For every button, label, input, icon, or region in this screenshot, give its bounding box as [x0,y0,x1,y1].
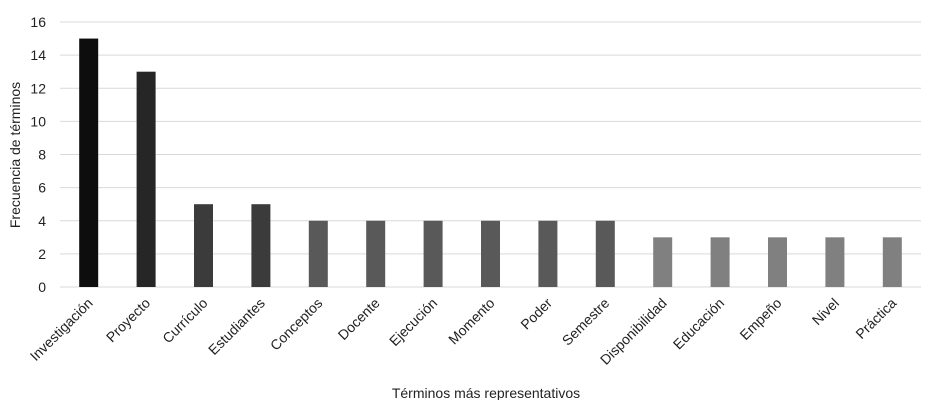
bar-4 [251,204,271,287]
x-tick-label: Conceptos [267,295,326,354]
x-tick-label: Empeño [736,295,784,343]
bar-14 [825,237,845,287]
bar-15 [882,237,902,287]
x-tick-label: Práctica [852,295,899,342]
x-tick-label: Momento [445,295,498,348]
x-tick-label: Proyecto [103,295,154,346]
x-tick-label: Poder [517,295,555,333]
y-tick-label: 8 [38,147,46,163]
x-axis-ticks: Investigación Proyecto CurrículoEstudiante… [27,295,900,368]
bar-8 [481,220,500,287]
y-tick-label: 14 [30,47,46,63]
y-axis-title: Frecuencia de términos [7,82,23,228]
bar-10 [595,220,615,287]
bar-9 [538,220,558,287]
bar-7 [423,220,443,287]
y-axis-ticks: 0 2 4 6 8 10 12 14 16 [30,14,46,295]
bar-5 [308,220,328,287]
x-tick-label: Nivel [809,295,842,328]
y-tick-label: 12 [30,80,46,96]
y-tick-label: 2 [38,246,46,262]
x-tick-label: Educación [670,295,728,353]
x-tick-label: Currículo [159,295,211,347]
bar-6 [366,220,386,287]
bars [79,38,902,288]
x-tick-label: Investigación [27,295,96,364]
bar-3 [194,204,213,287]
bar-1 [79,38,99,288]
y-tick-label: 6 [38,180,46,196]
y-tick-label: 10 [30,113,46,129]
y-tick-label: 0 [38,279,46,295]
y-tick-label: 4 [38,213,46,229]
x-tick-label: Estudiantes [205,295,268,358]
x-tick-label: Docente [335,295,383,343]
x-tick-label: Semestre [559,295,613,349]
y-tick-label: 16 [30,14,46,30]
x-axis-title: Términos más representativos [392,385,580,400]
bar-13 [768,237,787,287]
bar-12 [710,237,730,287]
x-tick-label: Ejecución [386,295,440,349]
bar-2 [136,71,156,287]
bar-11 [653,237,673,287]
